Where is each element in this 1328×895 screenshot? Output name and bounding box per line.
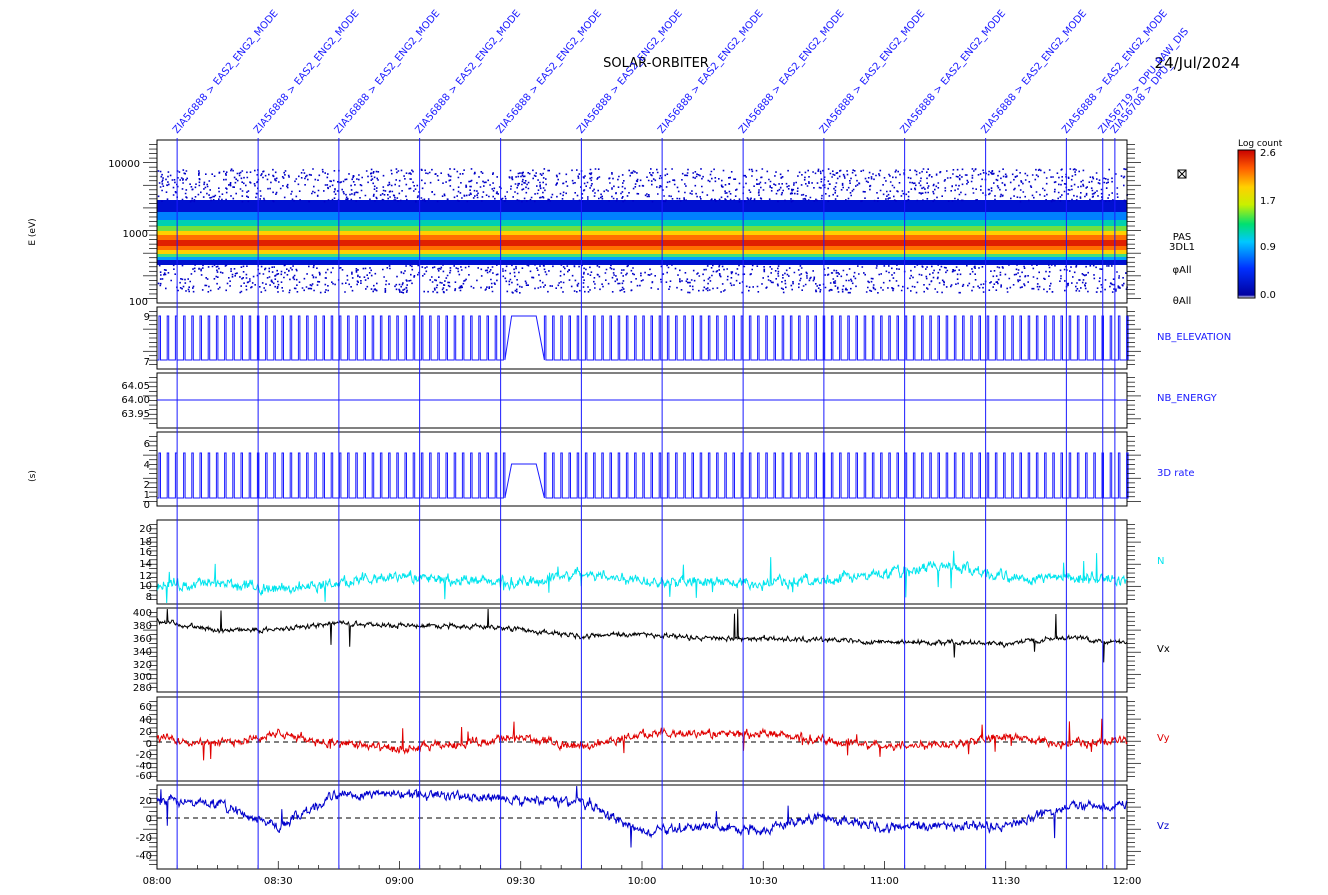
rate-panel: 6 4 2 1 0 (s) 3D rate xyxy=(28,431,1195,511)
energy-ytick-64-00: 64.00 xyxy=(121,395,150,406)
spec-label-theta: θAll xyxy=(1173,296,1192,307)
density-series xyxy=(156,550,1128,604)
vy-ytick-40: 40 xyxy=(139,715,152,726)
vx-ytick-360: 360 xyxy=(133,634,152,645)
vy-series xyxy=(156,718,1128,761)
vz-ytick-0: 0 xyxy=(146,814,152,825)
n-ytick-16: 16 xyxy=(139,547,152,558)
rate-ylabel: (s) xyxy=(28,470,38,482)
n-ytick-20: 20 xyxy=(139,524,152,535)
spectrogram-band xyxy=(157,250,1127,254)
n-ytick-18: 18 xyxy=(139,537,152,548)
vx-ytick-320: 320 xyxy=(133,660,152,671)
spec-label-3dl1: 3DL1 xyxy=(1169,242,1195,253)
rate-ytick-4: 4 xyxy=(144,460,150,471)
elev-ytick-9: 9 xyxy=(144,312,150,323)
spectrogram-band xyxy=(157,260,1127,265)
colorbar: Log count 2.6 1.7 0.9 0.0 xyxy=(1237,139,1283,301)
axis-ticks xyxy=(143,144,1141,869)
colorbar-tick-2-6: 2.6 xyxy=(1260,148,1276,159)
spec-ytick-10000: 10000 xyxy=(108,159,140,170)
vy-ytick-m20: -20 xyxy=(136,750,152,761)
density-panel: 20 18 16 14 12 10 8 N xyxy=(139,519,1164,605)
plot-date: 24/Jul/2024 xyxy=(1155,54,1240,72)
spectrogram-band xyxy=(157,246,1127,250)
elevation-series xyxy=(157,315,1129,361)
vx-panel: 400 380 360 340 320 300 280 Vx xyxy=(133,607,1170,694)
colorbar-title: Log count xyxy=(1238,139,1283,149)
vx-ytick-280: 280 xyxy=(133,683,152,694)
colorbar-tick-1-7: 1.7 xyxy=(1260,196,1276,207)
n-ytick-12: 12 xyxy=(139,571,152,582)
elevation-label: NB_ELEVATION xyxy=(1157,332,1231,343)
rate-ytick-2: 2 xyxy=(144,480,150,491)
vy-ytick-m40: -40 xyxy=(136,761,152,772)
spectrogram-panel: 10000 1000 100 E (eV) PAS 3DL1 φAll θAll xyxy=(28,139,1195,308)
n-ytick-8: 8 xyxy=(146,592,152,603)
spectrogram-band xyxy=(157,220,1127,226)
energy-panel: 64.05 64.00 63.95 NB_ENERGY xyxy=(121,372,1218,429)
spectrogram-band xyxy=(157,226,1127,231)
vz-panel: 20 0 -20 -40 Vz xyxy=(136,784,1169,870)
vx-ytick-380: 380 xyxy=(133,621,152,632)
rate-ytick-0: 0 xyxy=(144,500,150,511)
energy-ytick-64-05: 64.05 xyxy=(121,381,150,392)
spectrogram-band xyxy=(157,254,1127,257)
spectrogram-band xyxy=(157,200,1127,212)
vz-series xyxy=(156,785,1128,848)
rate-ytick-6: 6 xyxy=(144,439,150,450)
vz-ytick-m40: -40 xyxy=(136,851,152,862)
spec-label-phi: φAll xyxy=(1173,265,1192,276)
elev-ytick-7: 7 xyxy=(144,357,150,368)
time-tick-label: 09:30 xyxy=(506,876,535,887)
colorbar-tick-0-9: 0.9 xyxy=(1260,242,1276,253)
time-tick-label: 10:30 xyxy=(749,876,778,887)
time-tick-label: 10:00 xyxy=(628,876,657,887)
spectrogram-band xyxy=(157,257,1127,260)
spectrogram-noise xyxy=(157,168,1128,294)
spec-ytick-100: 100 xyxy=(129,297,148,308)
spectrogram-band xyxy=(157,212,1127,220)
vy-ytick-m60: -60 xyxy=(136,771,152,782)
energy-ytick-63-95: 63.95 xyxy=(121,409,150,420)
spectrogram-band xyxy=(157,231,1127,235)
vz-ytick-m20: -20 xyxy=(136,833,152,844)
spectrogram-bands xyxy=(157,200,1127,265)
spectrogram-noise-dots xyxy=(157,168,1128,294)
vz-label: Vz xyxy=(1157,821,1169,832)
colorbar-tick-0-0: 0.0 xyxy=(1260,290,1276,301)
vx-ytick-400: 400 xyxy=(133,608,152,619)
vy-ytick-0: 0 xyxy=(146,739,152,750)
spec-label-pas: PAS xyxy=(1173,232,1192,243)
time-tick-label: 09:00 xyxy=(385,876,414,887)
time-tick-label: 12:00 xyxy=(1113,876,1142,887)
spacecraft-glyph-icon xyxy=(1177,169,1187,179)
vz-ytick-20: 20 xyxy=(139,796,152,807)
time-tick-label: 08:30 xyxy=(264,876,293,887)
time-tick-label: 08:00 xyxy=(143,876,172,887)
vx-series xyxy=(156,608,1128,663)
vx-ytick-340: 340 xyxy=(133,647,152,658)
vy-ytick-20: 20 xyxy=(139,727,152,738)
vy-ytick-60: 60 xyxy=(139,702,152,713)
spec-ytick-1000: 1000 xyxy=(123,229,148,240)
spec-ylabel: E (eV) xyxy=(28,218,38,245)
rate-ytick-1: 1 xyxy=(144,490,150,501)
vx-label: Vx xyxy=(1157,644,1170,655)
vy-panel: 60 40 20 0 -20 -40 -60 Vy xyxy=(136,696,1170,782)
elevation-panel: 9 7 NB_ELEVATION xyxy=(144,306,1231,370)
density-label: N xyxy=(1157,556,1164,567)
spectrogram-band xyxy=(157,235,1127,240)
time-tick-label: 11:00 xyxy=(870,876,899,887)
energy-label: NB_ENERGY xyxy=(1157,393,1218,404)
spectrogram-band xyxy=(157,240,1127,246)
rate-series xyxy=(157,452,1129,499)
time-axis: 08:00 08:30 09:00 09:30 10:00 10:30 11:00 11:30… xyxy=(143,876,1142,887)
vx-ytick-300: 300 xyxy=(133,672,152,683)
rate-label: 3D rate xyxy=(1157,468,1195,479)
plot-title: SOLAR-ORBITER xyxy=(603,56,709,71)
time-tick-label: 11:30 xyxy=(991,876,1020,887)
vy-label: Vy xyxy=(1157,733,1170,744)
